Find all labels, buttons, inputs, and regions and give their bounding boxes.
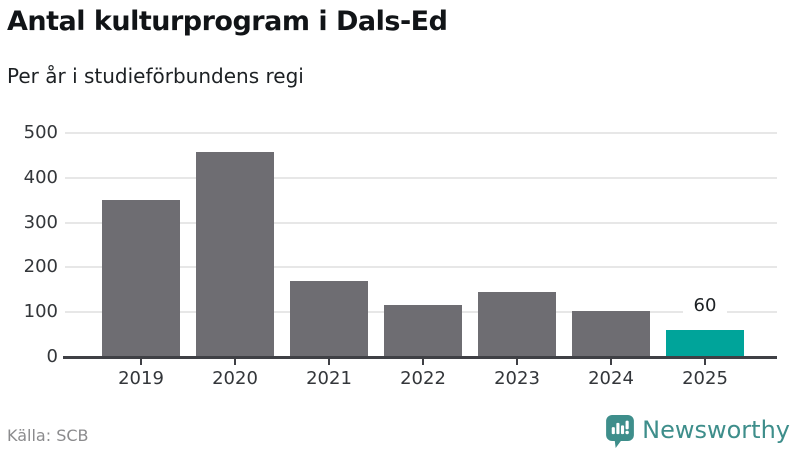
bar-2025 (666, 330, 744, 357)
bar-value-label-2025: 60 (683, 294, 727, 319)
x-axis-tick-label: 2023 (494, 368, 540, 389)
bar-2023 (478, 291, 556, 357)
y-axis-tick-label: 0 (46, 346, 58, 367)
bar-2019 (102, 200, 180, 357)
newsworthy-logo: Newsworthy (606, 415, 790, 450)
y-axis-tick-label: 300 (23, 211, 58, 233)
gridline-500 (65, 132, 777, 134)
bar-2024 (572, 310, 650, 357)
gridline-200 (65, 266, 777, 269)
page-title: Antal kulturprogram i Dals-Ed (7, 6, 448, 37)
x-axis-tick-label: 2024 (588, 368, 634, 389)
y-axis-tick-label: 400 (23, 166, 58, 188)
x-axis-tick-label: 2020 (212, 368, 258, 389)
x-axis-tick (422, 358, 424, 365)
x-axis-tick (140, 358, 142, 365)
x-axis-tick (516, 358, 518, 365)
gridline-300 (65, 221, 777, 224)
y-axis-tick-label: 100 (23, 301, 58, 323)
x-axis-tick (610, 358, 612, 365)
bar-2020 (196, 152, 274, 357)
x-axis-tick (328, 358, 330, 365)
bar-2022 (384, 305, 462, 357)
chart-bubble-icon (606, 415, 635, 450)
x-axis-tick-label: 2025 (682, 368, 728, 389)
bar-2021 (290, 280, 368, 357)
x-axis-tick (234, 358, 236, 365)
newsworthy-logo-text: Newsworthy (642, 416, 790, 444)
x-axis-tick (704, 358, 706, 365)
x-axis-tick-label: 2019 (118, 368, 164, 389)
y-axis-tick-label: 500 (23, 122, 58, 143)
x-axis-line (63, 355, 777, 359)
source-label: Källa: SCB (7, 426, 89, 445)
x-axis-tick-label: 2022 (400, 368, 446, 389)
x-axis-tick-label: 2021 (306, 368, 352, 389)
page-subtitle: Per år i studieförbundens regi (7, 64, 304, 88)
gridline-400 (65, 176, 777, 179)
y-axis-tick-label: 200 (23, 256, 58, 278)
